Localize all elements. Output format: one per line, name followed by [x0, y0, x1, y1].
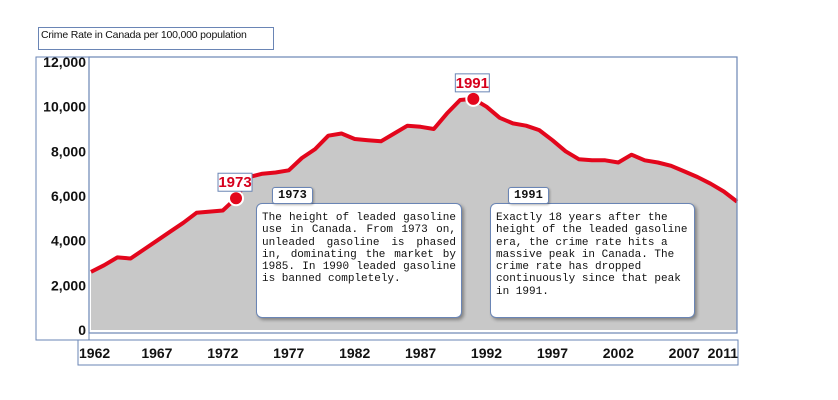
- y-tick-label: 0: [78, 322, 86, 338]
- highlight-label-box-1991: [454, 73, 490, 93]
- x-tick-label: 1997: [537, 345, 568, 361]
- annotation-1973-title: 1973: [272, 187, 313, 204]
- y-tick-label: 4,000: [51, 233, 86, 249]
- x-tick-label: 1992: [471, 345, 502, 361]
- highlight-markers: 1973 1991: [217, 73, 490, 207]
- x-tick-label: 2011: [708, 345, 739, 361]
- annotation-1973-text: The height of leaded gasoline use in Can…: [256, 203, 462, 318]
- y-tick-label: 12,000: [43, 54, 86, 70]
- y-tick-label: 6,000: [51, 188, 86, 204]
- y-tick-label: 10,000: [43, 99, 86, 115]
- highlight-label-box-1973: [217, 172, 253, 192]
- y-tick-label: 2,000: [51, 277, 86, 293]
- series-line: [90, 96, 739, 274]
- x-tick-label: 2007: [669, 345, 700, 361]
- highlight-label-1973: 1973: [218, 174, 251, 191]
- x-tick-label: 1967: [141, 345, 172, 361]
- x-tick-label: 1972: [207, 345, 238, 361]
- highlight-point-1991: [465, 90, 482, 107]
- x-tick-label: 1962: [79, 345, 110, 361]
- x-axis-ticks: 1962 1967 1972 1977 1982 1987 1992 1997 2002 2007…: [79, 345, 738, 361]
- x-axis-label-frame: [77, 339, 739, 366]
- annotation-1991-text: Exactly 18 years after the height of the…: [490, 203, 695, 318]
- y-axis-label-frame: [35, 56, 90, 341]
- annotation-1991-title: 1991: [508, 187, 549, 204]
- highlight-point-1973: [228, 190, 245, 207]
- x-tick-label: 1987: [405, 345, 436, 361]
- chart-title: Crime Rate in Canada per 100,000 populat…: [38, 27, 274, 50]
- x-tick-label: 2002: [603, 345, 634, 361]
- x-tick-label: 1977: [273, 345, 304, 361]
- y-tick-label: 8,000: [51, 143, 86, 159]
- x-tick-label: 1982: [339, 345, 370, 361]
- highlight-label-1991: 1991: [456, 75, 489, 92]
- y-axis-ticks: 0 2,000 4,000 6,000 8,000 10,000 12,000: [43, 54, 86, 338]
